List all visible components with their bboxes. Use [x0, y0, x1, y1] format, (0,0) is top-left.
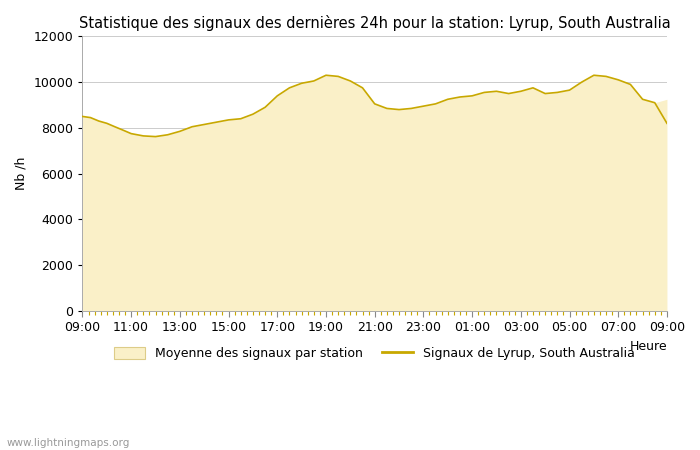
Text: www.lightningmaps.org: www.lightningmaps.org — [7, 438, 130, 448]
Y-axis label: Nb /h: Nb /h — [15, 157, 28, 190]
Title: Statistique des signaux des dernières 24h pour la station: Lyrup, South Australi: Statistique des signaux des dernières 24… — [79, 15, 671, 31]
X-axis label: Heure: Heure — [629, 340, 667, 353]
Legend: Moyenne des signaux par station, Signaux de Lyrup, South Australia: Moyenne des signaux par station, Signaux… — [109, 342, 640, 365]
